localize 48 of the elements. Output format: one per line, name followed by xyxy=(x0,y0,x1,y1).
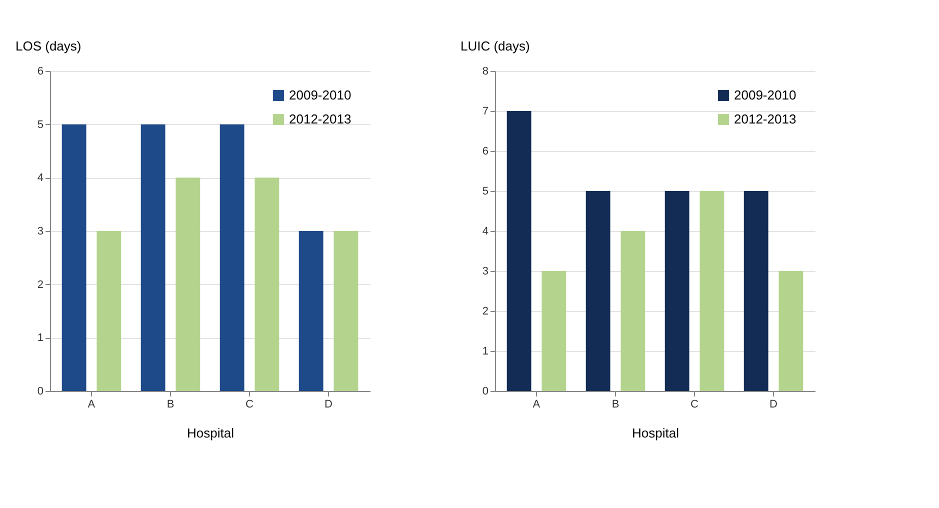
bar xyxy=(220,124,244,391)
y-tick-label: 6 xyxy=(482,146,488,158)
bar xyxy=(62,124,86,391)
bar xyxy=(542,271,566,391)
bar xyxy=(96,231,122,391)
legend-label: 2009-2010 xyxy=(289,88,352,102)
bar xyxy=(664,191,690,391)
y-tick-label: 6 xyxy=(37,66,44,78)
bar xyxy=(334,231,358,391)
legend-label: 2012-2013 xyxy=(289,112,352,126)
bar xyxy=(700,191,724,391)
x-tick-label: A xyxy=(532,398,541,410)
y-tick-label: 3 xyxy=(37,226,44,238)
legend-label: 2012-2013 xyxy=(734,112,796,126)
y-tick-label: 4 xyxy=(37,172,44,184)
y-tick-label: 8 xyxy=(482,66,488,78)
y-tick-label: 4 xyxy=(482,226,488,238)
y-tick-label: 0 xyxy=(37,386,44,398)
y-tick-label: 5 xyxy=(37,118,44,131)
bar xyxy=(586,191,610,391)
bar xyxy=(298,231,324,391)
bar xyxy=(254,178,280,391)
y-tick-label: 5 xyxy=(482,186,488,198)
y-axis-title: LUIC (days) xyxy=(460,38,530,54)
x-tick-label: B xyxy=(612,398,620,410)
bar xyxy=(140,124,166,391)
x-axis-title: Hospital xyxy=(632,426,680,440)
x-axis-title: Hospital xyxy=(187,426,234,440)
y-tick-label: 1 xyxy=(37,332,44,344)
x-tick-label: A xyxy=(88,398,96,410)
x-tick-label: C xyxy=(246,398,254,410)
y-tick-label: 0 xyxy=(482,386,488,398)
y-tick-label: 7 xyxy=(482,106,488,118)
y-tick-label: 1 xyxy=(482,346,488,358)
x-tick-label: D xyxy=(770,398,778,410)
bar xyxy=(506,111,532,391)
legend-label: 2009-2010 xyxy=(734,88,796,102)
y-tick-label: 2 xyxy=(482,306,488,318)
bar xyxy=(744,191,768,391)
y-axis-title: LOS (days) xyxy=(16,38,82,54)
y-tick-label: 3 xyxy=(482,266,488,278)
bar xyxy=(620,231,646,391)
x-tick-label: B xyxy=(166,398,174,410)
x-tick-label: D xyxy=(324,398,333,410)
bar xyxy=(778,271,804,391)
y-tick-label: 2 xyxy=(37,278,44,291)
bar xyxy=(176,178,200,391)
x-tick-label: C xyxy=(690,398,699,410)
